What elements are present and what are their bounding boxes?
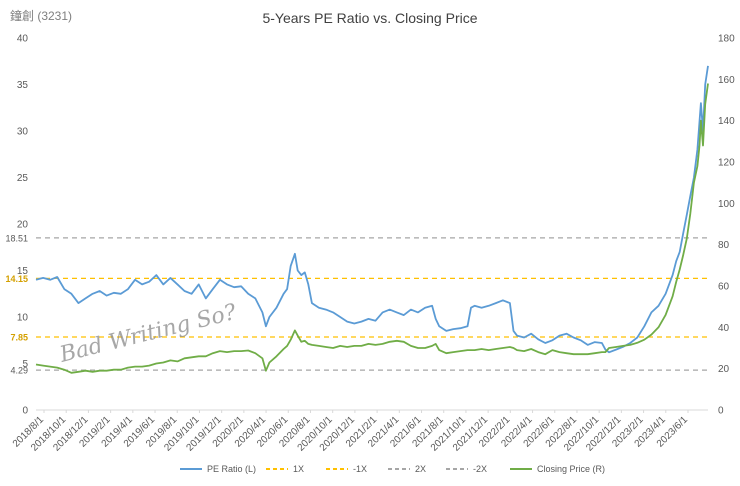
legend-label: -2X <box>473 464 487 474</box>
y-right-tick-label: 0 <box>718 406 724 417</box>
y-right-tick-label: 100 <box>718 199 735 210</box>
y-left-tick-label: 30 <box>17 127 29 138</box>
reference-lines: 14.15 7.85 18.51 4.29 <box>5 233 708 376</box>
y-right-tick-label: 180 <box>718 34 735 45</box>
axes-group: 0 5 10 15 20 25 30 35 40 0 20 40 60 80 100 120 140 160 180… <box>11 34 735 454</box>
ref-label--2X: 4.29 <box>10 366 28 376</box>
ref-label--1X: 7.85 <box>10 332 28 342</box>
y-left-tick-label: 10 <box>17 313 29 324</box>
y-left-tick-label: 0 <box>22 406 28 417</box>
y-right-tick-label: 140 <box>718 116 735 127</box>
y-left-tick-label: 35 <box>17 80 29 91</box>
legend-label: -1X <box>353 464 367 474</box>
stock-ticker: 鐘創 (3231) <box>10 8 72 23</box>
series-group <box>35 65 709 374</box>
chart-legend: PE Ratio (L) 1X -1X 2X -2X Closing Price (R) <box>180 464 605 474</box>
y-right-tick-label: 20 <box>718 364 730 375</box>
y-right-tick-label: 60 <box>718 282 730 293</box>
y-right-tick-label: 80 <box>718 240 730 251</box>
watermark-text: Bad Writing So? <box>56 300 239 368</box>
series-line-pe-ratio <box>35 65 709 354</box>
chart-title: 5-Years PE Ratio vs. Closing Price <box>262 10 477 26</box>
y-left-tick-label: 20 <box>17 220 29 231</box>
legend-label: PE Ratio (L) <box>207 464 256 474</box>
legend-label: 1X <box>293 464 304 474</box>
legend-label: 2X <box>415 464 426 474</box>
legend-label: Closing Price (R) <box>537 464 605 474</box>
y-left-tick-label: 25 <box>17 173 29 184</box>
y-left-tick-label: 40 <box>17 34 29 45</box>
y-left-tick-label: 5 <box>22 359 28 370</box>
series-line-closing-price <box>35 83 709 374</box>
ref-label-2X: 18.51 <box>5 233 28 243</box>
y-right-tick-label: 160 <box>718 75 735 86</box>
y-left-tick-label: 15 <box>17 266 29 277</box>
y-right-tick-label: 40 <box>718 323 730 334</box>
ref-label-1X: 14.15 <box>5 274 28 284</box>
y-right-tick-label: 120 <box>718 158 735 169</box>
